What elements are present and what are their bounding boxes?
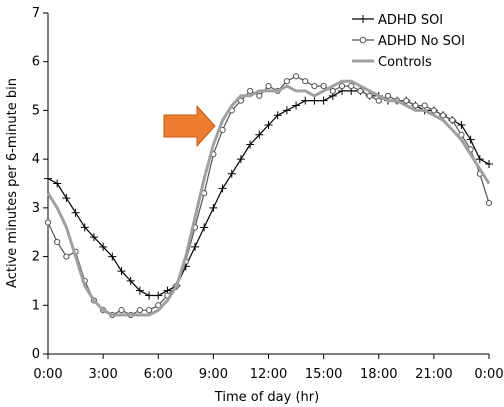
- series-line: [46, 79, 491, 317]
- data-point: [439, 112, 447, 119]
- legend-label: ADHD SOI: [378, 13, 443, 28]
- data-point: [292, 73, 300, 80]
- data-point: [71, 208, 80, 217]
- data-point: [191, 242, 199, 251]
- data-point: [265, 82, 272, 90]
- data-point: [80, 223, 89, 232]
- data-point: [292, 101, 301, 110]
- data-point: [99, 242, 108, 251]
- data-point: [117, 267, 126, 276]
- data-point: [145, 307, 153, 314]
- data-point: [118, 307, 125, 314]
- data-point: [384, 92, 392, 99]
- data-point: [348, 82, 355, 90]
- data-point: [154, 291, 163, 300]
- data-point: [218, 184, 227, 193]
- data-point: [357, 87, 364, 95]
- y-tick-label: 7: [32, 6, 40, 21]
- data-point: [209, 203, 218, 212]
- data-point: [302, 78, 309, 85]
- data-point: [264, 121, 273, 130]
- data-point: [485, 199, 493, 207]
- data-point: [236, 155, 245, 164]
- x-tick-label: 0:00: [474, 367, 503, 382]
- x-tick-label: 6:00: [144, 367, 173, 382]
- data-point: [485, 160, 493, 169]
- data-point: [301, 96, 310, 105]
- data-point: [247, 87, 254, 95]
- data-point: [256, 92, 263, 99]
- orange-arrow-icon: [163, 104, 216, 148]
- data-point: [320, 82, 327, 90]
- data-point: [54, 238, 61, 246]
- data-point: [63, 253, 70, 260]
- data-point: [136, 307, 143, 314]
- x-tick-label: 15:00: [305, 367, 342, 382]
- y-tick-label: 2: [32, 250, 40, 265]
- data-point: [108, 252, 117, 261]
- data-point: [310, 96, 319, 105]
- data-point: [359, 36, 367, 44]
- x-axis-title: Time of day (hr): [214, 390, 319, 405]
- data-point: [255, 130, 264, 139]
- y-tick-label: 1: [32, 298, 40, 313]
- data-point: [227, 169, 236, 178]
- y-tick-label: 6: [32, 55, 40, 70]
- data-point: [359, 15, 367, 23]
- data-point: [366, 92, 373, 99]
- x-tick-label: 9:00: [199, 367, 228, 382]
- y-tick-label: 5: [32, 103, 40, 118]
- data-point: [421, 102, 428, 109]
- data-point: [44, 174, 52, 183]
- data-point: [412, 102, 419, 109]
- x-tick-label: 21:00: [415, 367, 452, 382]
- series-line: [47, 75, 490, 316]
- legend-label: ADHD No SOI: [378, 34, 465, 49]
- x-tick-label: 18:00: [360, 367, 397, 382]
- x-tick-label: 12:00: [250, 367, 287, 382]
- y-tick-label: 3: [32, 201, 40, 216]
- data-point: [319, 96, 328, 105]
- data-point: [89, 233, 98, 242]
- x-tick-label: 0:00: [33, 367, 62, 382]
- data-point: [135, 286, 144, 295]
- y-tick-label: 4: [32, 152, 40, 167]
- data-point: [282, 106, 291, 115]
- data-point: [475, 155, 484, 164]
- data-point: [246, 140, 255, 149]
- data-point: [283, 78, 290, 85]
- data-point: [200, 223, 209, 232]
- data-point: [403, 97, 410, 104]
- data-point: [329, 87, 336, 95]
- data-point: [53, 179, 62, 188]
- y-axis-title: Active minutes per 6-minute bin: [5, 78, 20, 288]
- data-point: [430, 107, 437, 114]
- data-point: [375, 97, 382, 104]
- data-point: [457, 121, 466, 130]
- x-tick-label: 3:00: [89, 367, 118, 382]
- legend-label: Controls: [378, 55, 432, 70]
- data-point: [449, 117, 456, 124]
- data-point: [338, 82, 346, 90]
- data-point: [466, 135, 475, 144]
- data-point: [273, 111, 282, 120]
- data-point: [44, 219, 52, 226]
- data-point: [311, 82, 318, 90]
- data-point: [62, 194, 71, 203]
- data-point: [126, 276, 135, 285]
- data-point: [145, 291, 154, 300]
- y-tick-label: 0: [32, 347, 40, 362]
